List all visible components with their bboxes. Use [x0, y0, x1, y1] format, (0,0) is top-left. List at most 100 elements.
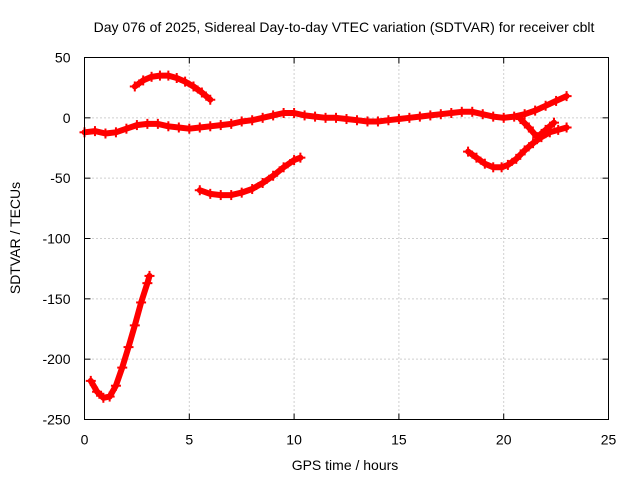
data-point [205, 121, 216, 132]
data-point [393, 114, 404, 125]
y-tick-label: -150 [42, 291, 70, 307]
data-point [117, 362, 128, 373]
x-axis-label: GPS time / hours [292, 457, 399, 473]
data-point [561, 122, 572, 133]
data-point [561, 91, 572, 102]
data-point [257, 177, 268, 188]
data-point [100, 128, 111, 139]
data-point [146, 71, 157, 82]
data-point [215, 190, 226, 201]
data-point [463, 146, 474, 157]
data-point [180, 76, 191, 87]
series-layer [79, 70, 572, 403]
data-point [205, 94, 216, 105]
x-tick-label: 10 [286, 432, 302, 448]
data-point [129, 81, 140, 92]
x-tick-label: 5 [185, 432, 193, 448]
data-point [446, 108, 457, 119]
data-point [471, 152, 482, 163]
y-axis-label: SDTVAR / TECUs [7, 182, 23, 294]
data-point [530, 105, 541, 116]
data-point [92, 386, 103, 397]
data-point [226, 118, 237, 129]
data-point [188, 81, 199, 92]
data-point [152, 118, 163, 129]
data-point [268, 170, 279, 181]
series-line-segment-2 [131, 72, 214, 103]
ticks: 0 5 10 15 20 25 -250 -200 -150 -100 -50 0 50 [42, 50, 616, 448]
x-tick-label: 0 [81, 432, 89, 448]
data-point [320, 112, 331, 123]
data-point [196, 87, 207, 98]
data-point [479, 158, 490, 169]
y-tick-label: -200 [42, 351, 70, 367]
x-tick-label: 15 [391, 432, 407, 448]
data-point [488, 162, 499, 173]
data-point [194, 185, 205, 196]
data-point [289, 155, 300, 166]
data-point [142, 278, 153, 289]
data-point [110, 380, 121, 391]
data-point [351, 115, 362, 126]
data-point [131, 120, 142, 131]
data-point [123, 342, 134, 353]
data-point [540, 100, 551, 111]
data-point [341, 114, 352, 125]
data-point [154, 70, 165, 81]
data-point [278, 162, 289, 173]
data-point [404, 112, 415, 123]
data-point [553, 124, 564, 135]
data-point [519, 145, 530, 156]
data-point [523, 122, 534, 133]
data-point [173, 122, 184, 133]
data-point [121, 123, 132, 134]
data-point [511, 153, 522, 164]
data-point [456, 106, 467, 117]
data-point [551, 95, 562, 106]
data-point [184, 123, 195, 134]
data-point [236, 187, 247, 198]
y-tick-label: 0 [63, 110, 71, 126]
data-point [85, 375, 96, 386]
data-point [163, 70, 174, 81]
data-point [435, 109, 446, 120]
data-point [496, 162, 507, 173]
data-point [289, 108, 300, 119]
data-point [171, 73, 182, 84]
data-point [425, 110, 436, 121]
data-point [509, 111, 520, 122]
data-point [110, 127, 121, 138]
data-point [129, 320, 140, 331]
data-point [247, 184, 258, 195]
data-point [414, 111, 425, 122]
data-point [467, 106, 478, 117]
data-point [104, 391, 115, 402]
data-point [215, 120, 226, 131]
data-point [549, 117, 560, 128]
chart-title: Day 076 of 2025, Sidereal Day-to-day VTE… [94, 19, 595, 35]
data-point [515, 114, 526, 125]
data-point [372, 116, 383, 127]
data-point [163, 121, 174, 132]
data-point [98, 392, 109, 403]
x-tick-label: 25 [601, 432, 617, 448]
data-point [528, 138, 539, 149]
y-tick-label: -50 [50, 170, 70, 186]
y-tick-label: -250 [42, 412, 70, 428]
data-point [498, 112, 509, 123]
data-point [247, 115, 258, 126]
data-point [540, 124, 551, 135]
data-point [383, 115, 394, 126]
x-tick-label: 20 [496, 432, 512, 448]
data-point [144, 270, 155, 281]
data-point [236, 116, 247, 127]
data-point [295, 152, 306, 163]
data-point [268, 110, 279, 121]
data-point [136, 297, 147, 308]
data-point [142, 118, 153, 129]
data-point [488, 111, 499, 122]
series-line-segment-5 [465, 124, 570, 171]
y-tick-label: 50 [55, 50, 71, 66]
data-point [278, 108, 289, 119]
